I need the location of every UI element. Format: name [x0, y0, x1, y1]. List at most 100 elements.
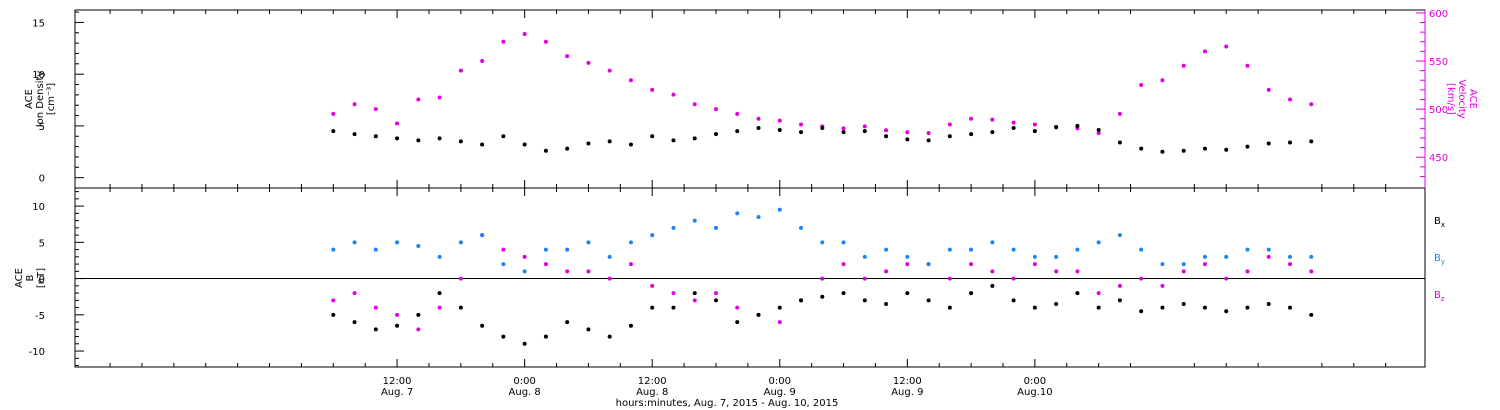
- by-data-point: [1117, 233, 1122, 238]
- legend-by-base: B: [1434, 253, 1441, 264]
- bx-data-point: [352, 320, 357, 325]
- density-data-point: [990, 130, 995, 135]
- density-data-point: [820, 125, 825, 130]
- bx-data-point: [713, 298, 718, 303]
- density-data-point: [841, 130, 846, 135]
- by-data-point: [1245, 247, 1250, 252]
- velocity-data-point: [373, 107, 378, 112]
- density-data-point: [1309, 139, 1314, 144]
- by-data-point: [586, 240, 591, 245]
- bx-data-point: [820, 294, 825, 299]
- velocity-data-point: [480, 58, 485, 63]
- bz-data-point: [331, 298, 336, 303]
- bx-data-point: [395, 323, 400, 328]
- field-tick-label: -10: [29, 347, 45, 358]
- x-tick-date-label: Aug. 9: [764, 387, 796, 398]
- bx-data-point: [905, 291, 910, 296]
- velocity-data-point: [990, 117, 995, 122]
- velocity-data-point: [1266, 87, 1271, 92]
- field-panel-frame: [74, 187, 1426, 368]
- bz-data-point: [1309, 269, 1314, 274]
- velocity-data-point: [756, 116, 761, 121]
- density-data-point: [756, 125, 761, 130]
- by-data-point: [480, 233, 485, 238]
- bz-data-point: [628, 262, 633, 267]
- by-data-point: [1011, 247, 1016, 252]
- by-data-point: [522, 269, 527, 274]
- velocity-data-point: [1096, 131, 1101, 136]
- velocity-data-point: [501, 39, 506, 44]
- density-data-point: [1266, 141, 1271, 146]
- density-data-point: [1288, 140, 1292, 145]
- bx-data-point: [650, 305, 655, 310]
- x-tick-date-label: Aug. 9: [891, 387, 923, 398]
- bx-data-point: [692, 291, 697, 296]
- density-data-point: [607, 139, 612, 144]
- by-data-point: [1309, 254, 1314, 259]
- density-data-point: [905, 137, 910, 142]
- by-data-point: [650, 233, 655, 238]
- bx-data-point: [1288, 305, 1292, 310]
- velocity-data-point: [1032, 122, 1037, 127]
- velocity-data-point: [671, 92, 676, 97]
- density-data-point: [735, 129, 740, 134]
- bx-data-point: [501, 334, 506, 339]
- by-data-point: [820, 240, 825, 245]
- x-tick-date-label: Aug. 7: [381, 387, 413, 398]
- legend-bx-sub: x: [1441, 221, 1445, 229]
- field-tick-label: 5: [39, 238, 45, 249]
- velocity-data-point: [1139, 83, 1144, 88]
- density-data-point: [331, 129, 336, 134]
- velocity-data-point: [437, 95, 442, 100]
- by-data-point: [628, 240, 633, 245]
- bx-data-point: [373, 327, 378, 332]
- bx-data-point: [1075, 291, 1080, 296]
- bz-data-point: [522, 254, 527, 259]
- velocity-data-point: [607, 68, 612, 73]
- bz-data-point: [1054, 269, 1059, 274]
- bx-data-point: [1181, 301, 1186, 306]
- velocity-data-point: [1202, 49, 1207, 54]
- velocity-data-point: [1288, 97, 1292, 102]
- by-data-point: [1181, 262, 1186, 267]
- by-data-point: [1054, 254, 1059, 259]
- bx-data-point: [543, 334, 548, 339]
- density-data-point: [586, 141, 591, 146]
- velocity-data-point: [352, 102, 357, 107]
- by-data-point: [1202, 254, 1207, 259]
- density-tick-label: 15: [32, 18, 45, 29]
- field-tick-label: 10: [32, 202, 45, 213]
- bz-data-point: [437, 305, 442, 310]
- density-data-point: [713, 132, 718, 137]
- field-tick-label: -5: [35, 311, 45, 322]
- velocity-data-point: [862, 124, 867, 129]
- bz-data-point: [1224, 276, 1229, 281]
- bz-data-point: [671, 291, 676, 296]
- by-data-point: [884, 247, 889, 252]
- density-data-point: [1075, 123, 1080, 128]
- velocity-data-point: [926, 131, 931, 136]
- field-title-line2: B: [25, 274, 36, 281]
- by-data-point: [841, 240, 846, 245]
- density-title-line2: Ion Density: [35, 71, 46, 128]
- bx-data-point: [1011, 298, 1016, 303]
- bx-data-point: [777, 305, 782, 310]
- bx-data-point: [671, 305, 676, 310]
- bz-data-point: [416, 327, 421, 332]
- by-data-point: [373, 247, 378, 252]
- by-data-point: [777, 207, 782, 212]
- density-data-point: [501, 134, 506, 139]
- density-data-point: [1139, 146, 1144, 151]
- bz-data-point: [820, 276, 825, 281]
- x-tick-time-label: 12:00: [383, 376, 412, 387]
- velocity-data-point: [1309, 102, 1314, 107]
- density-data-point: [969, 132, 974, 137]
- by-data-point: [1096, 240, 1101, 245]
- bx-data-point: [990, 283, 995, 288]
- velocity-data-point: [458, 68, 463, 73]
- density-data-point: [458, 139, 463, 144]
- velocity-title-line3: [km/s]: [1445, 83, 1456, 115]
- by-data-point: [437, 254, 442, 259]
- bx-data-point: [1309, 312, 1314, 317]
- by-data-point: [926, 262, 931, 267]
